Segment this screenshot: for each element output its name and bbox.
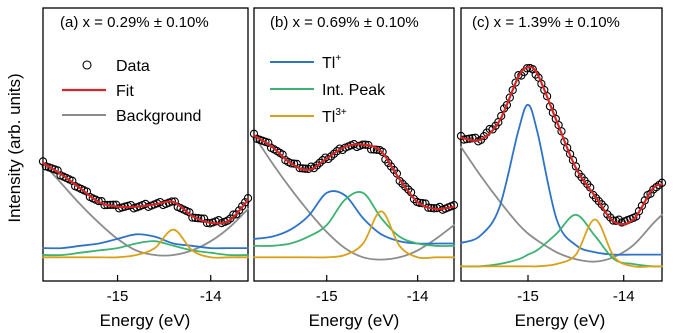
- panel-b-data-point: [415, 198, 424, 208]
- panel-a-tl-plus-curve: [42, 233, 249, 250]
- panel-a-data-point: [141, 199, 150, 209]
- panel-c-x-tick-label: -14: [613, 288, 635, 305]
- panel-c-data-point: [511, 78, 520, 87]
- panel-b-data-point: [312, 161, 322, 170]
- panel-a-fit-curve: [41, 161, 250, 225]
- panel-a-data-point: [243, 194, 253, 203]
- panel-c-frame: [460, 7, 663, 282]
- panel-c-data-point: [502, 100, 512, 110]
- panel-b-tl3-plus-curve: [253, 210, 455, 260]
- panel-b-legend: Tl+ Int. Peak Tl3+: [270, 53, 386, 126]
- panel-a-legend: Data Fit Background: [62, 58, 201, 125]
- panel-c-int-peak-curve: [460, 213, 663, 268]
- panel-b-data-point: [315, 158, 324, 167]
- panel-b-data-point: [318, 156, 327, 165]
- panel-b-data-point: [395, 176, 404, 186]
- panel-a-x-label: Energy (eV): [100, 311, 191, 330]
- panel-a-tl3-plus-curve: [42, 228, 249, 259]
- panel-b-data-point: [326, 152, 336, 161]
- panel-c-data-point: [505, 93, 514, 102]
- panel-a-title: (a) x = 0.29% ± 0.10%: [60, 14, 209, 31]
- panel-b: (b) x = 0.69% ± 0.10% Energy (eV) Tl+ In…: [249, 7, 459, 330]
- panel-b-data-point: [435, 202, 444, 212]
- panel-a-int-peak-curve: [42, 240, 249, 257]
- panel-c-fit-curve: [459, 65, 664, 226]
- panel-c-tl-plus-curve: [460, 103, 663, 256]
- panel-b-data-point: [286, 159, 296, 168]
- panel-a-data-point: [94, 196, 103, 206]
- panel-c-data-point: [542, 92, 552, 101]
- panel-a: (a) x = 0.29% ± 0.10% Energy (eV) Data F…: [38, 7, 253, 330]
- panel-c-tl3-plus-curve: [460, 218, 663, 268]
- panel-a-x-tick-label: -15: [107, 288, 129, 305]
- y-axis-label: Intensity (arb. units): [5, 73, 24, 222]
- panel-b-data-point: [409, 194, 419, 204]
- panel-a-frame: [42, 7, 249, 282]
- legend-data-label: Data: [116, 58, 150, 75]
- panel-b-data-point: [309, 163, 319, 173]
- panel-c-background-curve: [460, 146, 663, 263]
- panel-c-data-point: [657, 178, 667, 187]
- panel-b-x-label: Energy (eV): [309, 311, 400, 330]
- panel-b-x-tick-label: -14: [407, 288, 429, 305]
- legend-background-label: Background: [116, 108, 201, 125]
- panel-c: (c) x = 1.39% ± 0.10% Energy (eV) -15 -14: [456, 7, 667, 330]
- panel-b-title: (b) x = 0.69% ± 0.10%: [270, 14, 419, 31]
- legend-fit-label: Fit: [116, 83, 134, 100]
- panel-c-title: (c) x = 1.39% ± 0.10%: [472, 14, 620, 31]
- panel-b-tl-plus-curve: [253, 190, 455, 245]
- panel-b-data-point: [295, 163, 304, 173]
- legend-tl-plus-label: Tl+: [322, 53, 341, 72]
- legend-int-peak-label: Int. Peak: [322, 82, 386, 99]
- panel-a-background-curve: [42, 162, 249, 257]
- panel-b-data-point: [378, 147, 387, 157]
- panel-a-data-point: [191, 213, 200, 223]
- panel-c-x-label: Energy (eV): [515, 311, 606, 330]
- panel-a-x-tick-label: -14: [200, 288, 222, 305]
- panel-b-x-tick-label: -15: [316, 288, 338, 305]
- panel-c-data-point: [508, 85, 517, 95]
- panel-b-int-peak-curve: [253, 191, 455, 247]
- panel-b-data-point: [329, 149, 339, 158]
- panel-b-data-point: [398, 179, 407, 188]
- panel-b-data-point: [401, 182, 410, 191]
- panel-c-data-point: [609, 216, 618, 225]
- panel-b-data-point: [449, 200, 459, 210]
- legend-tl3-plus-label: Tl3+: [322, 107, 347, 126]
- panel-b-fit-curve: [252, 134, 456, 211]
- panel-a-data-point: [240, 198, 250, 207]
- panel-a-data-point: [235, 206, 244, 215]
- panel-b-data-point: [332, 147, 342, 156]
- legend-data-marker: [82, 60, 92, 70]
- panel-b-frame: [253, 7, 455, 282]
- panel-c-x-tick-label: -15: [517, 288, 539, 305]
- panel-b-background-curve: [253, 134, 455, 261]
